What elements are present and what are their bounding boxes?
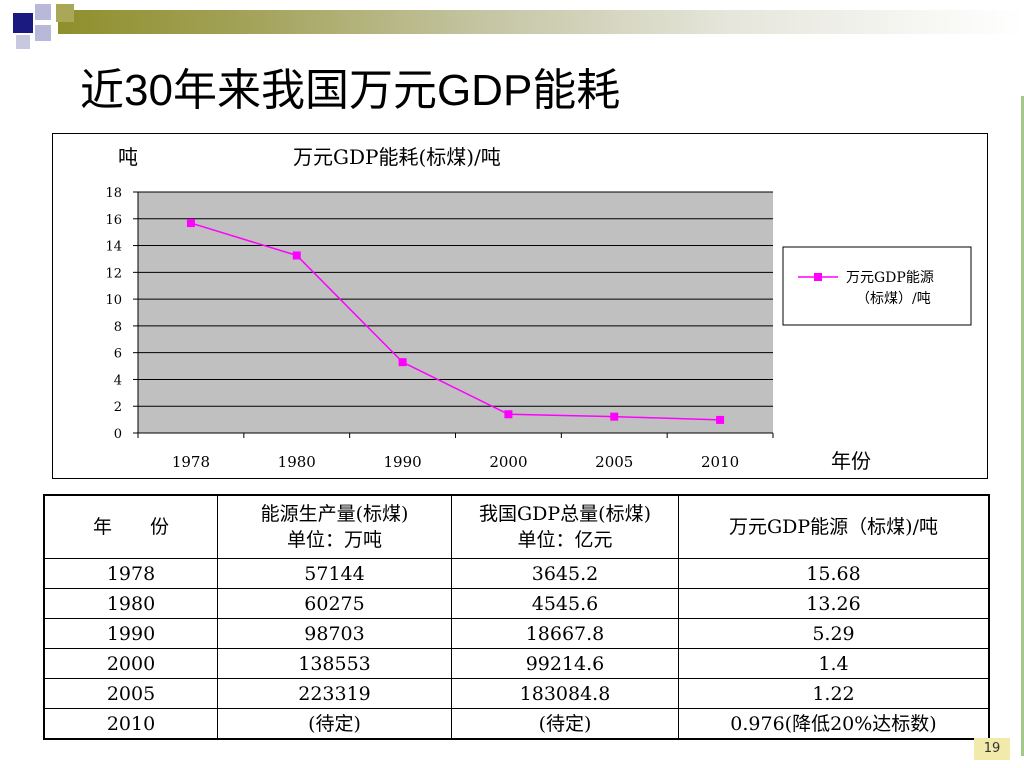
table-cell-year: 1978 <box>43 558 218 589</box>
x-tick-label: 1978 <box>172 453 210 471</box>
chart-x-axis-label: 年份 <box>831 449 871 473</box>
table-header-row: 年 份 能源生产量(标煤) 单位：万吨 我国GDP总量(标煤) 单位：亿元 万元… <box>43 494 990 559</box>
series-line <box>190 222 721 421</box>
data-point <box>716 415 725 424</box>
deco-square <box>16 35 30 49</box>
y-tick-label: 12 <box>105 266 122 281</box>
table-cell-intensity: 15.68 <box>678 558 990 589</box>
legend-label-line2: （标煤）/吨 <box>856 291 931 307</box>
table-header-energy-per-gdp: 万元GDP能源（标煤)/吨 <box>678 494 990 559</box>
chart-title: 万元GDP能耗(标煤)/吨 <box>293 145 501 169</box>
table-header-year: 年 份 <box>43 494 218 559</box>
table-cell-gdp: (待定) <box>451 708 679 740</box>
legend-marker-swatch <box>814 273 822 281</box>
data-point <box>186 219 195 228</box>
deco-square <box>35 25 51 41</box>
y-tick-label: 18 <box>105 186 122 201</box>
y-tick-label: 16 <box>105 213 122 228</box>
plot-area <box>138 192 773 433</box>
table-cell-year: 1980 <box>43 588 218 619</box>
table-header-gdp-total: 我国GDP总量(标煤) 单位：亿元 <box>451 494 679 559</box>
x-tick-label: 2000 <box>489 453 527 471</box>
table-header-unit: 单位：亿元 <box>517 529 613 551</box>
chart-y-unit-label: 吨 <box>118 145 138 169</box>
table-header-energy-production: 能源生产量(标煤) 单位：万吨 <box>217 494 452 559</box>
x-tick-label: 2005 <box>595 453 633 471</box>
table-cell-gdp: 99214.6 <box>451 648 679 679</box>
table-cell-intensity: 13.26 <box>678 588 990 619</box>
data-point <box>398 358 407 367</box>
table-cell-gdp: 3645.2 <box>451 558 679 589</box>
y-tick-label: 6 <box>114 347 122 362</box>
table-cell-year: 2000 <box>43 648 218 679</box>
data-point <box>292 251 301 260</box>
page-number: 19 <box>974 738 1010 760</box>
table-row: 2010 (待定) (待定) 0.976(降低20%达标数) <box>43 708 990 740</box>
data-point <box>610 412 619 421</box>
legend-box <box>782 246 972 326</box>
deco-square <box>35 4 51 20</box>
y-tick-label: 4 <box>114 373 122 388</box>
slide-title: 近30年来我国万元GDP能耗 <box>80 66 621 115</box>
deco-square <box>56 4 74 22</box>
y-tick-label: 0 <box>114 427 122 442</box>
table-cell-year: 1990 <box>43 618 218 649</box>
table-cell-gdp: 4545.6 <box>451 588 679 619</box>
table-row: 2000 138553 99214.6 1.4 <box>43 648 990 679</box>
chart-frame: 吨 万元GDP能耗(标煤)/吨 年份 0 2 4 6 8 10 12 14 16 18 1978 19… <box>52 133 988 479</box>
header-gradient-band <box>58 10 1024 34</box>
x-tick-label: 1990 <box>383 453 421 471</box>
table-header-label: 我国GDP总量(标煤) <box>478 503 652 525</box>
table-header-unit: 单位：万吨 <box>286 529 382 551</box>
table-cell-energy: 60275 <box>217 588 452 619</box>
table-header-label: 年 份 <box>92 516 169 538</box>
y-tick-label: 10 <box>105 293 122 308</box>
right-accent-strip <box>1021 96 1024 756</box>
data-point <box>504 410 513 419</box>
table-cell-gdp: 183084.8 <box>451 678 679 709</box>
table-cell-intensity: 0.976(降低20%达标数) <box>678 708 990 740</box>
table-row: 1990 98703 18667.8 5.29 <box>43 618 990 649</box>
deco-square <box>13 13 33 33</box>
table-header-label: 能源生产量(标煤) <box>260 503 409 525</box>
table-header-label: 万元GDP能源（标煤)/吨 <box>728 516 938 538</box>
y-tick-label: 8 <box>114 320 122 335</box>
table-cell-energy: (待定) <box>217 708 452 740</box>
table-cell-year: 2005 <box>43 678 218 709</box>
table-row: 2005 223319 183084.8 1.22 <box>43 678 990 709</box>
x-tick-label: 2010 <box>701 453 739 471</box>
table-cell-energy: 57144 <box>217 558 452 589</box>
y-tick-label: 2 <box>114 400 122 415</box>
data-table: 年 份 能源生产量(标煤) 单位：万吨 我国GDP总量(标煤) 单位：亿元 万元… <box>43 494 990 740</box>
table-cell-intensity: 1.22 <box>678 678 990 709</box>
y-tick-label: 14 <box>105 240 122 255</box>
table-row: 1980 60275 4545.6 13.26 <box>43 588 990 619</box>
table-cell-energy: 223319 <box>217 678 452 709</box>
line-chart: 吨 万元GDP能耗(标煤)/吨 年份 0 2 4 6 8 10 12 14 16 18 1978 19… <box>105 145 972 473</box>
table-row: 1978 57144 3645.2 15.68 <box>43 558 990 589</box>
slide-decoration <box>0 0 1024 49</box>
table-cell-year: 2010 <box>43 708 218 740</box>
table-cell-gdp: 18667.8 <box>451 618 679 649</box>
x-tick-label: 1980 <box>278 453 316 471</box>
table-cell-intensity: 5.29 <box>678 618 990 649</box>
legend-label-line1: 万元GDP能源 <box>846 270 934 286</box>
table-cell-energy: 138553 <box>217 648 452 679</box>
table-cell-intensity: 1.4 <box>678 648 990 679</box>
table-cell-energy: 98703 <box>217 618 452 649</box>
